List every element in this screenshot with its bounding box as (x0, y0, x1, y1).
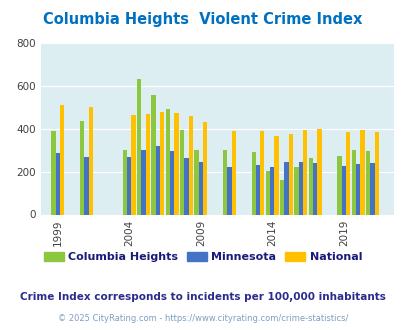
Bar (284, 162, 288, 214)
Bar (60, 105, 64, 214)
Bar (308, 158, 312, 214)
Bar (55, 153, 60, 214)
Bar (156, 146, 160, 214)
Bar (88, 107, 93, 214)
Bar (365, 151, 369, 214)
Bar (165, 109, 170, 214)
Bar (160, 112, 164, 214)
Legend: Columbia Heights, Minnesota, National: Columbia Heights, Minnesota, National (39, 248, 366, 267)
Bar (317, 129, 321, 214)
Bar (294, 167, 298, 214)
Bar (341, 166, 345, 214)
Bar (80, 121, 84, 214)
Bar (184, 158, 188, 214)
Bar (84, 157, 88, 214)
Bar (337, 155, 341, 214)
Bar (51, 131, 55, 214)
Text: © 2025 CityRating.com - https://www.cityrating.com/crime-statistics/: © 2025 CityRating.com - https://www.city… (58, 314, 347, 323)
Bar (198, 162, 202, 214)
Bar (265, 171, 269, 214)
Bar (137, 80, 141, 214)
Bar (188, 116, 192, 214)
Bar (194, 150, 198, 214)
Bar (269, 167, 274, 214)
Bar (359, 130, 364, 214)
Bar (302, 130, 307, 214)
Bar (227, 167, 231, 214)
Bar (288, 134, 292, 214)
Bar (127, 157, 131, 214)
Bar (274, 136, 278, 214)
Bar (279, 180, 284, 214)
Bar (373, 132, 378, 214)
Bar (131, 115, 135, 214)
Bar (222, 150, 227, 214)
Bar (369, 163, 373, 215)
Bar (351, 150, 355, 214)
Bar (312, 163, 317, 215)
Bar (123, 150, 127, 214)
Bar (345, 132, 350, 214)
Bar (298, 162, 302, 214)
Text: Columbia Heights  Violent Crime Index: Columbia Heights Violent Crime Index (43, 12, 362, 26)
Bar (141, 150, 145, 214)
Bar (231, 131, 235, 214)
Bar (255, 165, 260, 215)
Bar (145, 114, 149, 214)
Bar (174, 113, 178, 214)
Bar (179, 130, 184, 214)
Bar (251, 152, 255, 214)
Text: Crime Index corresponds to incidents per 100,000 inhabitants: Crime Index corresponds to incidents per… (20, 292, 385, 302)
Bar (202, 122, 207, 214)
Bar (151, 95, 156, 214)
Bar (260, 131, 264, 214)
Bar (170, 151, 174, 214)
Bar (355, 164, 359, 214)
